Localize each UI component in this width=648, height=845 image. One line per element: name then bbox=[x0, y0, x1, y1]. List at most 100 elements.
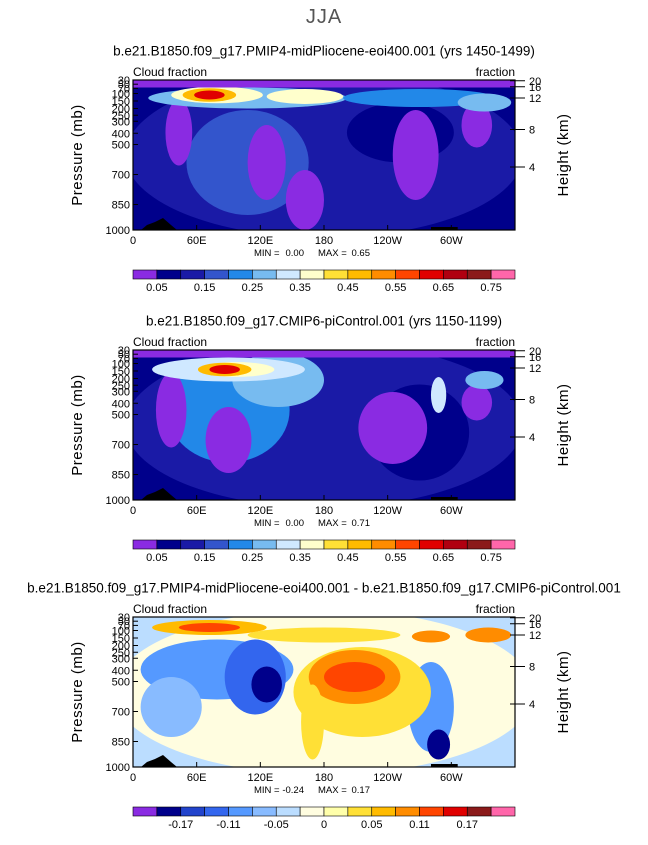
ytick-label: 250 bbox=[112, 380, 130, 392]
ytick-label: 250 bbox=[112, 647, 130, 659]
field-contour-10 bbox=[465, 371, 504, 389]
min-label: MIN = bbox=[254, 785, 280, 796]
right-label: fraction bbox=[476, 335, 515, 349]
field-contour-8 bbox=[285, 170, 324, 230]
ytick-label: 70 bbox=[118, 353, 130, 365]
colorbar-label: 0.55 bbox=[385, 282, 406, 294]
topography-terrain bbox=[141, 755, 177, 767]
colorbar-swatch bbox=[371, 269, 396, 280]
ytick-label: 300 bbox=[112, 386, 130, 398]
ytick-label: 50 bbox=[118, 349, 130, 361]
y2tick-label: 12 bbox=[529, 630, 541, 642]
field-contour-13 bbox=[178, 623, 240, 632]
colorbar-label: 0.75 bbox=[480, 282, 501, 294]
topography-terrain-2 bbox=[430, 497, 458, 500]
colorbar-label: 0.05 bbox=[146, 282, 167, 294]
y2-axis-title: Height (km) bbox=[555, 383, 572, 466]
colorbar-swatch bbox=[275, 269, 301, 280]
colorbar-swatch bbox=[395, 539, 420, 550]
field-layer bbox=[133, 617, 515, 767]
colorbar-label: 0.45 bbox=[337, 552, 358, 564]
colorbar-swatch bbox=[228, 539, 253, 550]
field-contour-15 bbox=[465, 627, 512, 643]
colorbar-swatch bbox=[180, 806, 205, 817]
ytick-label: 400 bbox=[112, 398, 130, 410]
left-label: Cloud fraction bbox=[133, 65, 207, 79]
colorbar-swatch bbox=[395, 269, 420, 280]
y2tick-label: 12 bbox=[529, 93, 541, 105]
colorbar-swatch bbox=[252, 806, 277, 817]
topography-terrain bbox=[141, 218, 177, 230]
colorbar-swatch bbox=[347, 806, 373, 817]
ytick-label: 30 bbox=[118, 75, 130, 87]
xtick-label: 120W bbox=[373, 772, 402, 784]
colorbar-label: 0.35 bbox=[289, 552, 310, 564]
colorbar-label: -0.17 bbox=[168, 819, 193, 831]
max-value: 0.71 bbox=[352, 518, 371, 529]
y2tick-label: 12 bbox=[529, 363, 541, 375]
field-contour-16 bbox=[411, 630, 451, 643]
ytick-label: 200 bbox=[112, 374, 130, 386]
ytick-label: 700 bbox=[112, 170, 130, 182]
ytick-label: 850 bbox=[112, 200, 130, 212]
ytick-label: 150 bbox=[112, 366, 130, 378]
colorbar-swatch bbox=[252, 539, 277, 550]
y-axis-title: Pressure (mb) bbox=[69, 104, 86, 206]
y2tick-label: 20 bbox=[529, 346, 541, 358]
ytick-label: 400 bbox=[112, 128, 130, 140]
ytick-label: 200 bbox=[112, 641, 130, 653]
right-label: fraction bbox=[476, 602, 515, 616]
ytick-label: 700 bbox=[112, 707, 130, 719]
colorbar-swatch bbox=[180, 269, 205, 280]
ytick-label: 700 bbox=[112, 440, 130, 452]
field-contour-13 bbox=[266, 89, 344, 104]
colorbar-label: 0.17 bbox=[457, 819, 478, 831]
colorbar-swatch bbox=[371, 806, 396, 817]
ytick-label: 150 bbox=[112, 96, 130, 108]
xtick-label: 60E bbox=[187, 505, 207, 517]
xtick-label: 120W bbox=[373, 235, 402, 247]
field-contour-7 bbox=[461, 102, 493, 148]
y2tick-label: 8 bbox=[529, 125, 535, 137]
xtick-label: 120E bbox=[247, 235, 273, 247]
y2tick-label: 4 bbox=[529, 699, 535, 711]
y2tick-label: 8 bbox=[529, 395, 535, 407]
xtick-label: 120E bbox=[247, 505, 273, 517]
max-value: 0.65 bbox=[352, 248, 371, 259]
ytick-label: 300 bbox=[112, 653, 130, 665]
ytick-label: 200 bbox=[112, 104, 130, 116]
xtick-label: 0 bbox=[130, 772, 136, 784]
xtick-label: 60W bbox=[440, 235, 463, 247]
colorbar-swatch bbox=[275, 806, 301, 817]
field-contour-10 bbox=[324, 662, 386, 692]
field-contour-11 bbox=[457, 93, 512, 112]
chart-panel-1: b.e21.B1850.f09_g17.PMIP4-midPliocene-eo… bbox=[69, 44, 572, 294]
ytick-label: 100 bbox=[112, 359, 130, 371]
y2tick-label: 8 bbox=[529, 662, 535, 674]
y2tick-label: 4 bbox=[529, 432, 535, 444]
ytick-label: 250 bbox=[112, 110, 130, 122]
max-value: 0.17 bbox=[352, 785, 371, 796]
colorbar-label: 0.75 bbox=[480, 552, 501, 564]
xtick-label: 0 bbox=[130, 505, 136, 517]
field-contour-6 bbox=[392, 110, 439, 200]
colorbar-swatch bbox=[419, 806, 444, 817]
ytick-label: 500 bbox=[112, 410, 130, 422]
y2-axis-title: Height (km) bbox=[555, 113, 572, 196]
xtick-label: 180 bbox=[315, 235, 333, 247]
colorbar-swatch bbox=[299, 269, 325, 280]
ytick-label: 30 bbox=[118, 345, 130, 357]
ytick-label: 50 bbox=[118, 616, 130, 628]
colorbar-label: 0.55 bbox=[385, 552, 406, 564]
xtick-label: 180 bbox=[315, 772, 333, 784]
max-label: MAX = bbox=[318, 518, 347, 529]
colorbar-swatch bbox=[204, 806, 229, 817]
season-title: JJA bbox=[305, 6, 343, 28]
colorbar-label: 0 bbox=[321, 819, 327, 831]
ytick-label: 150 bbox=[112, 633, 130, 645]
xtick-label: 60E bbox=[187, 772, 207, 784]
ytick-label: 50 bbox=[118, 79, 130, 91]
colorbar-swatch bbox=[252, 269, 277, 280]
ytick-label: 850 bbox=[112, 737, 130, 749]
ytick-label: 500 bbox=[112, 140, 130, 152]
